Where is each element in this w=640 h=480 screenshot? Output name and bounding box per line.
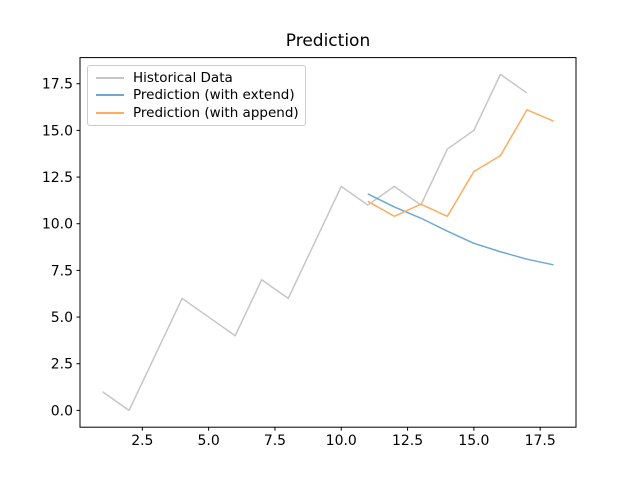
y-tick-label: 10.0 (42, 217, 73, 233)
series-line-prediction-with-extend- (367, 193, 554, 266)
x-tick-label: 10.0 (326, 433, 357, 449)
legend-label: Prediction (with append) (133, 105, 299, 122)
chart-title: Prediction (285, 31, 371, 51)
legend-item-extend: Prediction (with extend) (96, 87, 301, 103)
y-tick-label: 5.0 (51, 310, 73, 326)
legend: Historical Data Prediction (with extend)… (87, 65, 306, 126)
y-tick-label: 2.5 (51, 357, 73, 373)
axes-frame (79, 57, 577, 428)
legend-line-swatch (96, 112, 124, 115)
y-tick-label: 0.0 (51, 403, 73, 419)
x-tick-label: 7.5 (264, 433, 286, 449)
x-tick-label: 5.0 (198, 433, 220, 449)
y-tick-label: 17.5 (42, 77, 73, 93)
series-line-prediction-with-append- (367, 109, 554, 218)
legend-line-swatch (96, 94, 124, 97)
legend-line-swatch (96, 76, 124, 79)
y-tick-label: 12.5 (42, 170, 73, 186)
series-line-historical-data (102, 73, 528, 412)
legend-item-historical: Historical Data (96, 70, 301, 86)
y-tick-label: 7.5 (51, 263, 73, 279)
x-tick-label: 15.0 (458, 433, 489, 449)
y-tick-label: 15.0 (42, 123, 73, 139)
x-tick-label: 2.5 (131, 433, 153, 449)
x-tick-label: 12.5 (392, 433, 423, 449)
x-tick-label: 17.5 (525, 433, 556, 449)
legend-label: Historical Data (133, 69, 233, 86)
legend-label: Prediction (with extend) (133, 87, 295, 104)
legend-item-append: Prediction (with append) (96, 105, 301, 121)
